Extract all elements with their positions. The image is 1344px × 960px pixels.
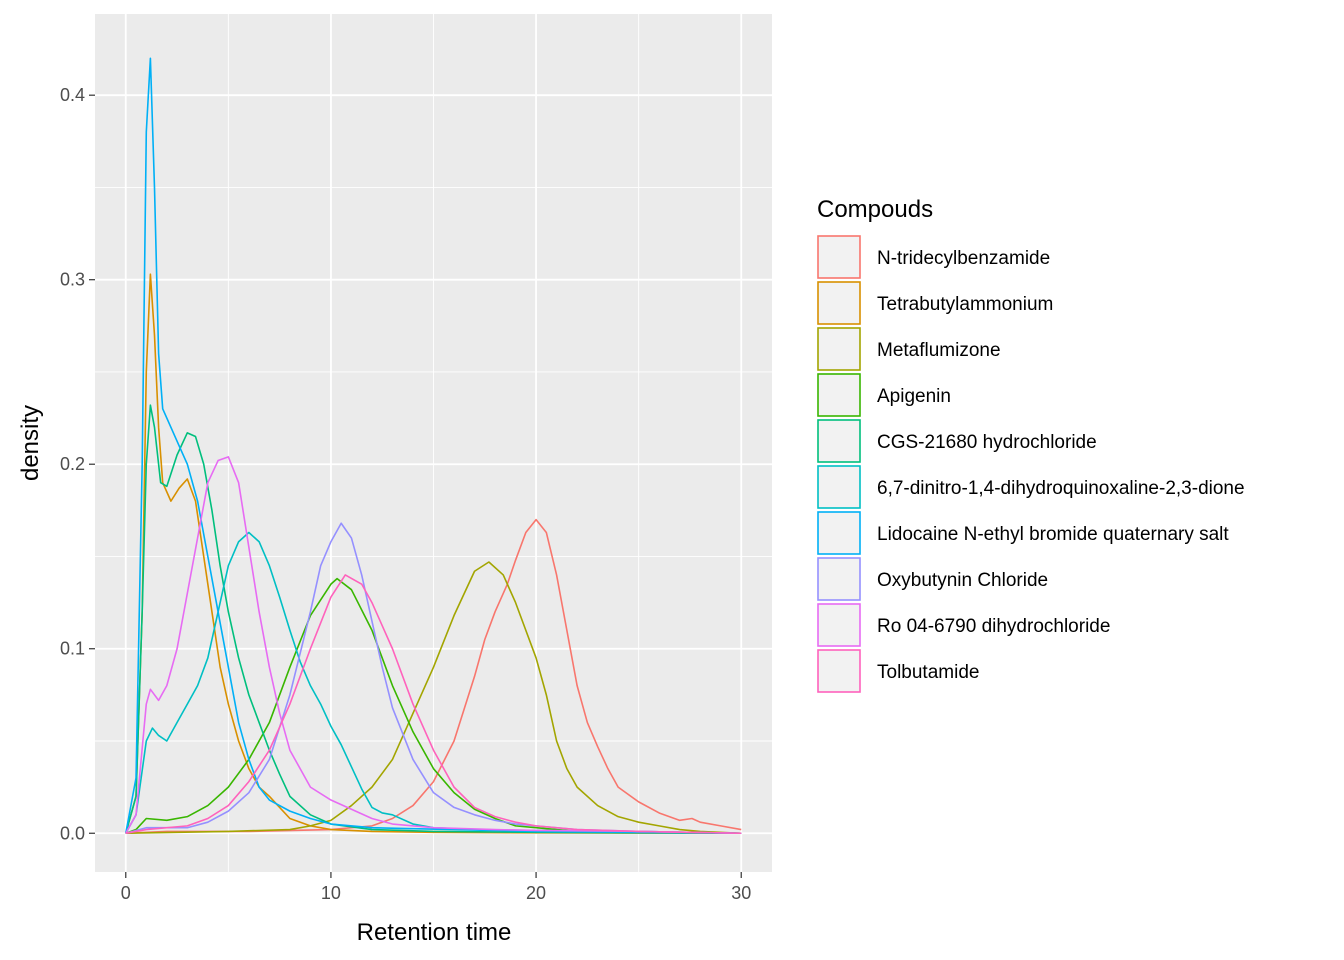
series-line-6 xyxy=(124,57,742,835)
y-tick-label: 0.4 xyxy=(60,85,85,105)
grid-major xyxy=(95,14,772,872)
legend-items: N-tridecylbenzamide Tetrabutylammonium Met… xyxy=(817,235,1245,693)
legend: Compouds N-tridecylbenzamide Tetrabutylam… xyxy=(817,196,1245,693)
y-axis-title: density xyxy=(17,405,44,481)
legend-label-4: CGS-21680 hydrochloride xyxy=(877,432,1097,453)
legend-label-0: N-tridecylbenzamide xyxy=(877,248,1050,269)
legend-key-3 xyxy=(817,373,861,417)
series-line-5 xyxy=(125,531,742,835)
series-line-1 xyxy=(124,273,742,835)
legend-key-1 xyxy=(817,281,861,325)
legend-key-0 xyxy=(817,235,861,279)
legend-key-5 xyxy=(817,465,861,509)
legend-label-6: Lidocaine N-ethyl bromide quaternary sal… xyxy=(877,524,1229,545)
legend-label-7: Oxybutynin Chloride xyxy=(877,570,1048,591)
legend-key-8 xyxy=(817,603,861,647)
legend-title: Compouds xyxy=(817,196,933,223)
series-line-9 xyxy=(125,574,742,835)
legend-key-2 xyxy=(817,327,861,371)
x-tick-label: 0 xyxy=(121,883,131,903)
x-tick-label: 20 xyxy=(526,883,546,903)
grid-minor xyxy=(95,14,772,872)
series-line-2 xyxy=(125,561,742,835)
y-axis: 0.0 0.1 0.2 0.3 0.4 xyxy=(60,85,95,843)
legend-key-4 xyxy=(817,419,861,463)
series-line-3 xyxy=(125,577,742,835)
series-layer xyxy=(124,57,742,835)
series-line-0 xyxy=(125,518,742,835)
legend-label-8: Ro 04-6790 dihydrochloride xyxy=(877,616,1110,637)
legend-key-9 xyxy=(817,649,861,693)
y-tick-label: 0.0 xyxy=(60,823,85,843)
x-tick-label: 30 xyxy=(731,883,751,903)
series-line-4 xyxy=(124,404,742,835)
legend-label-1: Tetrabutylammonium xyxy=(877,294,1053,315)
legend-label-9: Tolbutamide xyxy=(877,662,979,683)
legend-key-7 xyxy=(817,557,861,601)
x-axis: 0 10 20 30 xyxy=(121,872,751,903)
y-tick-label: 0.3 xyxy=(60,270,85,290)
legend-label-2: Metaflumizone xyxy=(877,340,1001,361)
y-tick-label: 0.1 xyxy=(60,639,85,659)
legend-label-3: Apigenin xyxy=(877,386,951,407)
series-line-8 xyxy=(125,456,742,835)
x-tick-label: 10 xyxy=(321,883,341,903)
y-tick-label: 0.2 xyxy=(60,454,85,474)
legend-key-6 xyxy=(817,511,861,555)
series-line-7 xyxy=(125,522,742,835)
legend-label-5: 6,7-dinitro-1,4-dihydroquinoxaline-2,3-d… xyxy=(877,478,1245,499)
x-axis-title: Retention time xyxy=(357,919,512,946)
